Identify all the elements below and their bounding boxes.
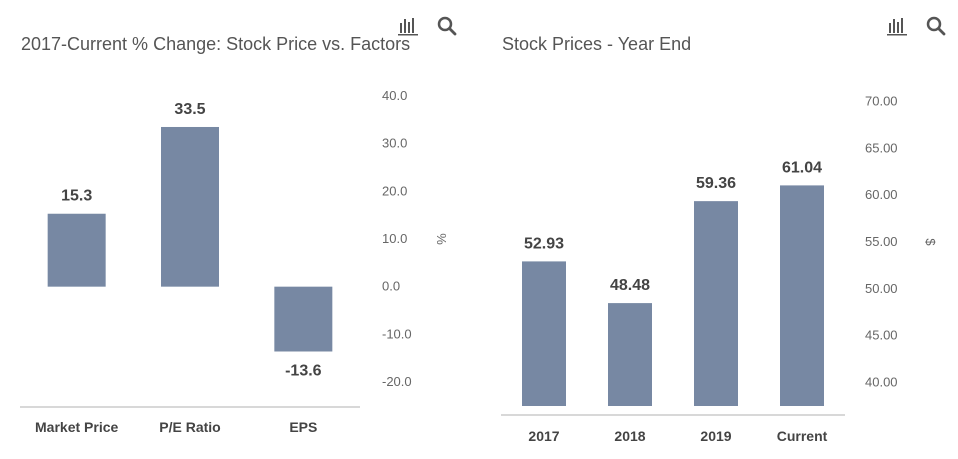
x-tick-label: 2017 [528,428,559,444]
bar-chart-icon[interactable] [397,14,421,38]
y-tick-label: 10.0 [382,231,407,246]
x-tick-label: Market Price [35,419,118,435]
chart-panel-stock-prices: Stock Prices - Year End 52.93 2017 48.48 20… [480,0,958,459]
chart-title: 2017-Current % Change: Stock Price vs. F… [21,34,411,54]
stock-prices-bar-chart: 52.93 2017 48.48 2018 59.36 2019 61.04 Current 7… [501,93,938,444]
y-tick-label: 55.00 [865,234,898,249]
y-tick-label: 40.00 [865,375,898,390]
bar [780,185,824,406]
y-axis-label: $ [923,238,938,246]
x-tick-label: Current [777,428,828,444]
y-tick-label: 0.0 [382,279,400,294]
chart-toolbar [397,14,459,38]
x-tick-label: 2018 [614,428,645,444]
y-tick-label: 65.00 [865,140,898,155]
bar-chart-icon[interactable] [886,14,910,38]
data-label: 61.04 [782,159,822,176]
x-tick-label: EPS [289,419,317,435]
x-tick-label: 2019 [700,428,731,444]
bar [274,286,333,352]
chart-toolbar [886,14,948,38]
y-tick-label: 40.0 [382,88,407,103]
y-tick-label: 30.0 [382,136,407,151]
data-label: 52.93 [524,235,564,252]
bar [522,261,566,406]
search-icon[interactable] [435,14,459,38]
data-label: 59.36 [696,175,736,192]
x-tick-label: P/E Ratio [159,419,220,435]
bar [694,201,738,406]
pct-change-bar-chart: 15.3 Market Price 33.5 P/E Ratio -13.6 EPS 40.… [20,88,449,435]
bar [47,213,106,287]
search-icon[interactable] [924,14,948,38]
y-tick-label: -20.0 [382,374,412,389]
y-tick-label: 20.0 [382,183,407,198]
data-label: 48.48 [610,277,650,294]
y-tick-label: 60.00 [865,187,898,202]
bar [608,303,652,406]
bar [161,126,219,287]
data-label: -13.6 [285,362,322,379]
chart-panel-pct-change: 2017-Current % Change: Stock Price vs. F… [20,14,459,435]
data-label: 33.5 [174,101,205,118]
y-tick-label: -10.0 [382,326,412,341]
y-axis-label: % [434,233,449,245]
y-tick-label: 50.00 [865,281,898,296]
chart-title: Stock Prices - Year End [502,34,692,54]
y-tick-label: 70.00 [865,93,898,108]
data-label: 15.3 [61,188,92,205]
y-tick-label: 45.00 [865,328,898,343]
